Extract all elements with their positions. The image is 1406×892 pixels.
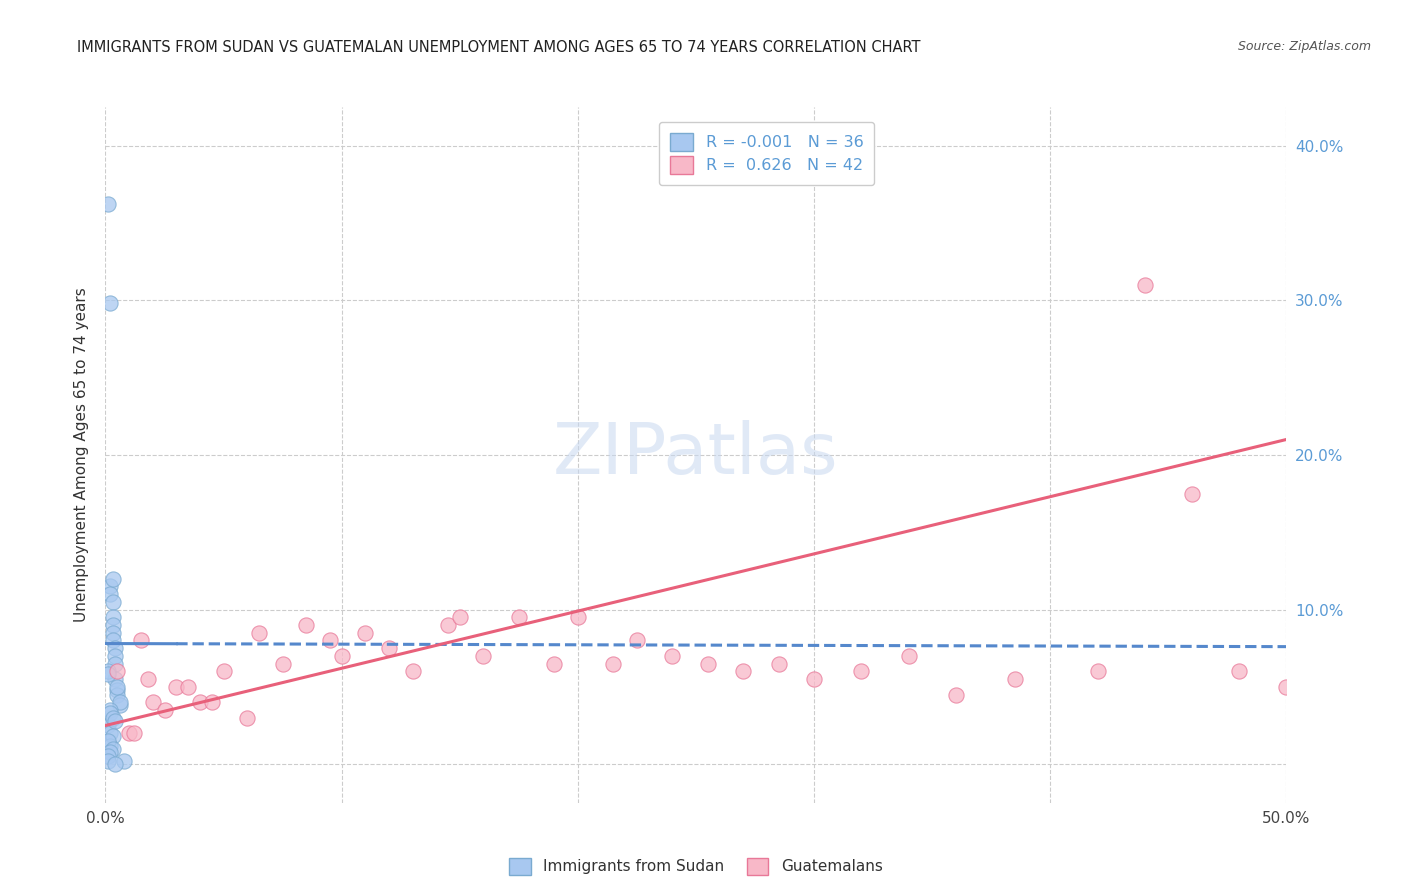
- Point: [97, 197, 120, 211]
- Point: [101, 711, 124, 725]
- Point: [295, 618, 318, 632]
- Point: [188, 695, 211, 709]
- Point: [142, 695, 165, 709]
- Point: [104, 757, 127, 772]
- Point: [626, 633, 648, 648]
- Point: [97, 734, 120, 748]
- Point: [136, 672, 159, 686]
- Point: [101, 572, 124, 586]
- Text: Source: ZipAtlas.com: Source: ZipAtlas.com: [1237, 40, 1371, 54]
- Point: [733, 665, 755, 679]
- Point: [1004, 672, 1026, 686]
- Point: [165, 680, 187, 694]
- Point: [101, 741, 124, 756]
- Point: [696, 657, 718, 671]
- Point: [401, 665, 423, 679]
- Point: [118, 726, 141, 740]
- Point: [1181, 486, 1204, 500]
- Text: ZIPatlas: ZIPatlas: [553, 420, 839, 490]
- Point: [98, 726, 121, 740]
- Point: [104, 641, 127, 656]
- Point: [98, 745, 121, 759]
- Text: IMMIGRANTS FROM SUDAN VS GUATEMALAN UNEMPLOYMENT AMONG AGES 65 TO 74 YEARS CORRE: IMMIGRANTS FROM SUDAN VS GUATEMALAN UNEM…: [77, 40, 921, 55]
- Point: [378, 641, 401, 656]
- Point: [97, 665, 120, 679]
- Legend: Immigrants from Sudan, Guatemalans: Immigrants from Sudan, Guatemalans: [501, 848, 891, 884]
- Point: [101, 610, 124, 624]
- Point: [108, 698, 131, 713]
- Point: [319, 633, 342, 648]
- Point: [1227, 665, 1250, 679]
- Point: [543, 657, 565, 671]
- Point: [97, 754, 120, 768]
- Point: [1087, 665, 1109, 679]
- Point: [129, 633, 152, 648]
- Point: [508, 610, 530, 624]
- Point: [271, 657, 294, 671]
- Point: [602, 657, 624, 671]
- Point: [247, 625, 270, 640]
- Point: [98, 296, 121, 310]
- Point: [122, 726, 145, 740]
- Point: [112, 754, 135, 768]
- Point: [897, 648, 920, 663]
- Point: [803, 672, 825, 686]
- Point: [105, 665, 128, 679]
- Point: [354, 625, 377, 640]
- Point: [101, 633, 124, 648]
- Point: [101, 595, 124, 609]
- Point: [945, 688, 967, 702]
- Point: [104, 648, 127, 663]
- Point: [101, 729, 124, 743]
- Point: [108, 695, 131, 709]
- Point: [98, 703, 121, 717]
- Point: [567, 610, 589, 624]
- Point: [768, 657, 790, 671]
- Point: [236, 711, 259, 725]
- Point: [437, 618, 460, 632]
- Point: [101, 625, 124, 640]
- Point: [449, 610, 471, 624]
- Point: [97, 749, 120, 764]
- Y-axis label: Unemployment Among Ages 65 to 74 years: Unemployment Among Ages 65 to 74 years: [75, 287, 90, 623]
- Point: [98, 739, 121, 753]
- Point: [104, 714, 127, 728]
- Point: [472, 648, 495, 663]
- Point: [177, 680, 200, 694]
- Point: [97, 667, 120, 681]
- Point: [661, 648, 683, 663]
- Point: [104, 672, 127, 686]
- Point: [98, 579, 121, 593]
- Point: [105, 680, 128, 694]
- Point: [104, 657, 127, 671]
- Point: [212, 665, 235, 679]
- Point: [201, 695, 224, 709]
- Point: [1133, 277, 1156, 292]
- Point: [105, 682, 128, 697]
- Point: [330, 648, 353, 663]
- Point: [98, 706, 121, 720]
- Point: [98, 587, 121, 601]
- Point: [1275, 680, 1298, 694]
- Point: [105, 688, 128, 702]
- Point: [851, 665, 873, 679]
- Point: [97, 718, 120, 732]
- Point: [101, 618, 124, 632]
- Point: [153, 703, 176, 717]
